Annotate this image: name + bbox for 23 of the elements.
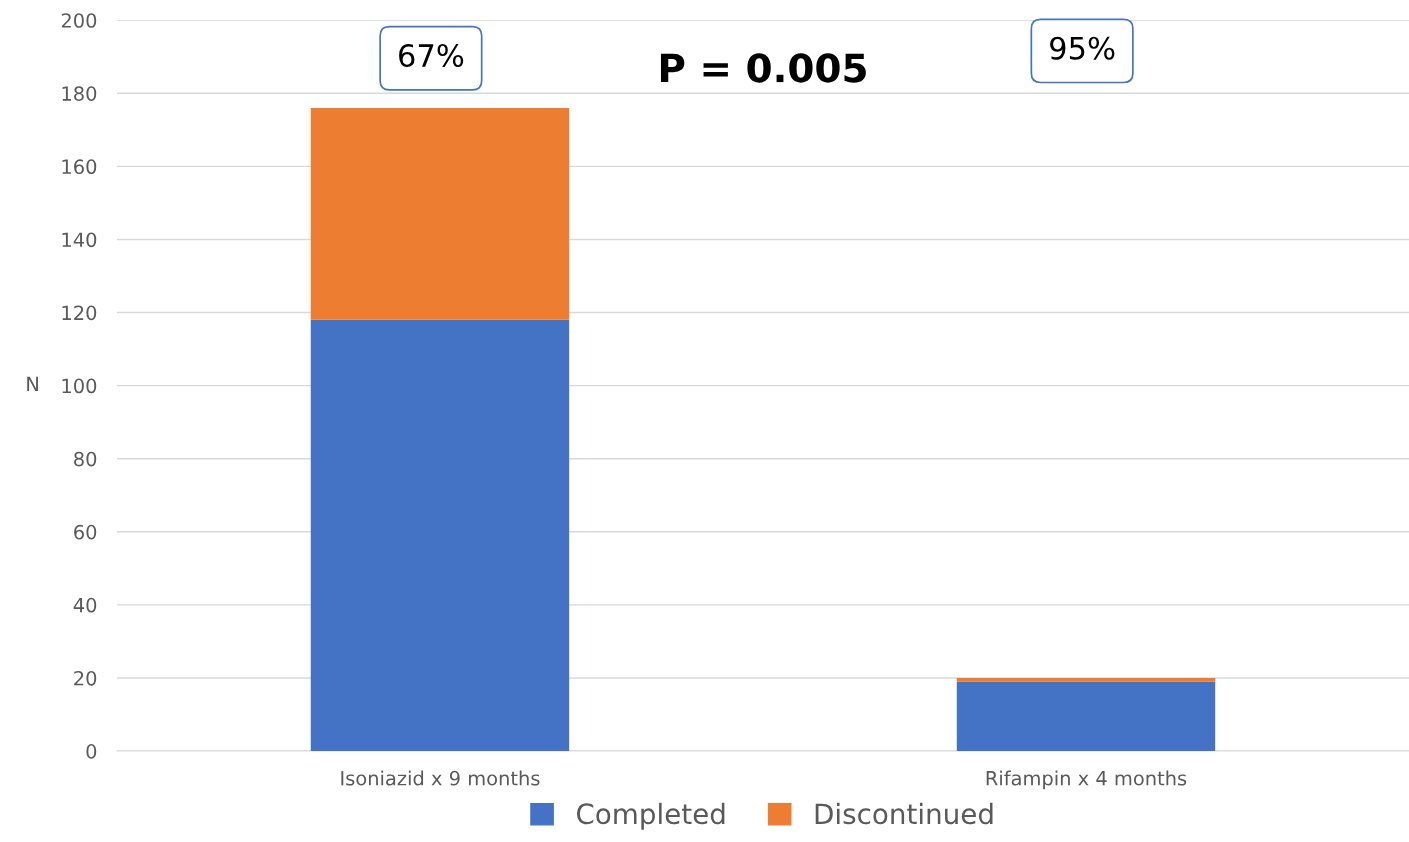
- legend-label: Completed: [576, 802, 725, 830]
- bar: [956, 677, 1216, 682]
- x-tick-label: Isoniazid x 9 months: [341, 770, 540, 786]
- bar: [956, 681, 1216, 752]
- x-tick-label: Rifampin x 4 months: [986, 770, 1187, 790]
- y-tick-label: 180: [62, 86, 97, 101]
- y-tick-label: 60: [74, 524, 97, 540]
- legend-label: Discontinued: [815, 802, 993, 825]
- bar: [310, 319, 570, 752]
- annotation: P = 0.005: [660, 53, 866, 83]
- y-axis-title: N: [27, 376, 38, 391]
- y-tick-label: 120: [62, 305, 97, 321]
- y-tick-label: 160: [62, 159, 97, 175]
- y-tick-label: 200: [61, 13, 97, 28]
- bar: [310, 107, 570, 320]
- y-tick-label: 20: [74, 670, 97, 686]
- annotation: 67%: [399, 43, 464, 68]
- y-tick-label: 0: [86, 744, 97, 759]
- y-tick-label: 40: [73, 597, 97, 613]
- y-tick-label: 100: [62, 378, 97, 394]
- annotation: 95%: [1050, 36, 1115, 60]
- y-tick-label: 140: [62, 232, 97, 248]
- y-tick-label: 80: [74, 451, 97, 467]
